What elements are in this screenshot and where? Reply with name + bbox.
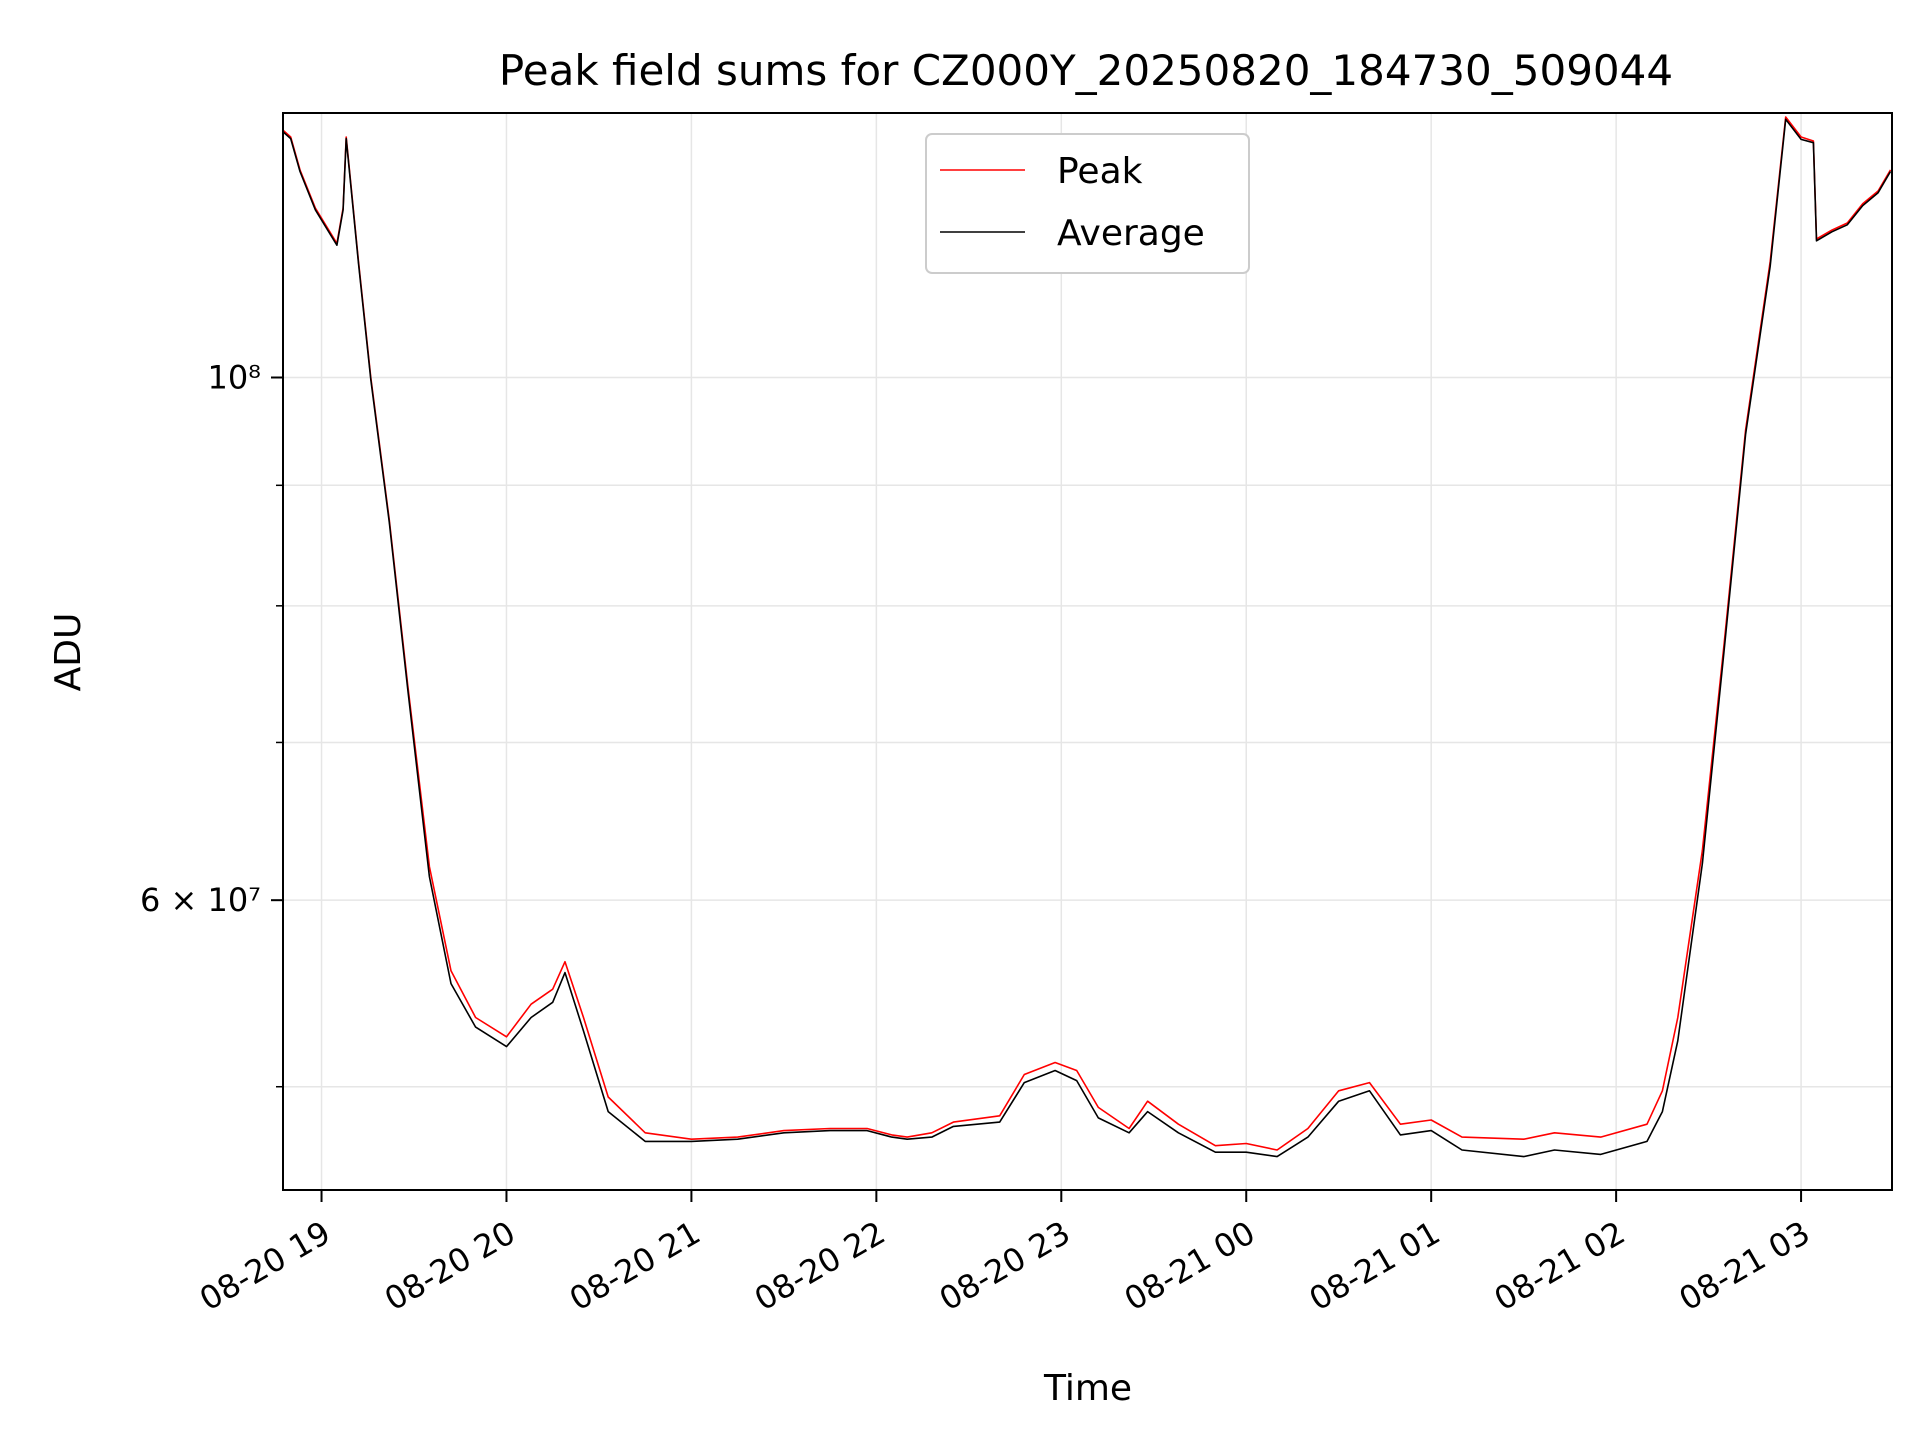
series-line-average bbox=[283, 118, 1892, 1158]
y-axis-label: ADU bbox=[48, 613, 89, 692]
grid bbox=[283, 113, 1892, 1190]
plot-frame bbox=[282, 112, 1893, 1191]
y-axis: 10⁸ 6 × 10⁷ bbox=[140, 359, 283, 1088]
legend-box bbox=[925, 133, 1250, 274]
y-tick-label: 6 × 10⁷ bbox=[140, 881, 261, 919]
legend-label-peak: Peak bbox=[1057, 151, 1143, 192]
chart-title: Peak field sums for CZ000Y_20250820_1847… bbox=[499, 46, 1673, 95]
legend-label-average: Average bbox=[1057, 213, 1205, 254]
x-axis-label: Time bbox=[1043, 1368, 1132, 1409]
series-layer bbox=[283, 116, 1892, 1158]
plot-area bbox=[283, 116, 1892, 1158]
legend: Peak Average bbox=[925, 133, 1250, 274]
y-tick-label: 10⁸ bbox=[207, 359, 261, 397]
